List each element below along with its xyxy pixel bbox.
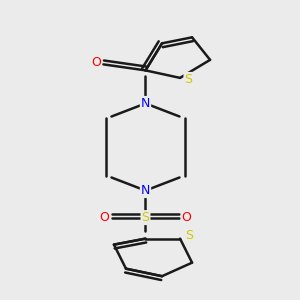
Text: S: S — [184, 73, 193, 86]
Text: S: S — [142, 211, 149, 224]
Text: N: N — [141, 184, 150, 197]
Text: O: O — [182, 211, 192, 224]
Text: O: O — [91, 56, 101, 69]
Text: S: S — [185, 229, 193, 242]
Text: O: O — [99, 211, 109, 224]
Text: N: N — [141, 97, 150, 110]
